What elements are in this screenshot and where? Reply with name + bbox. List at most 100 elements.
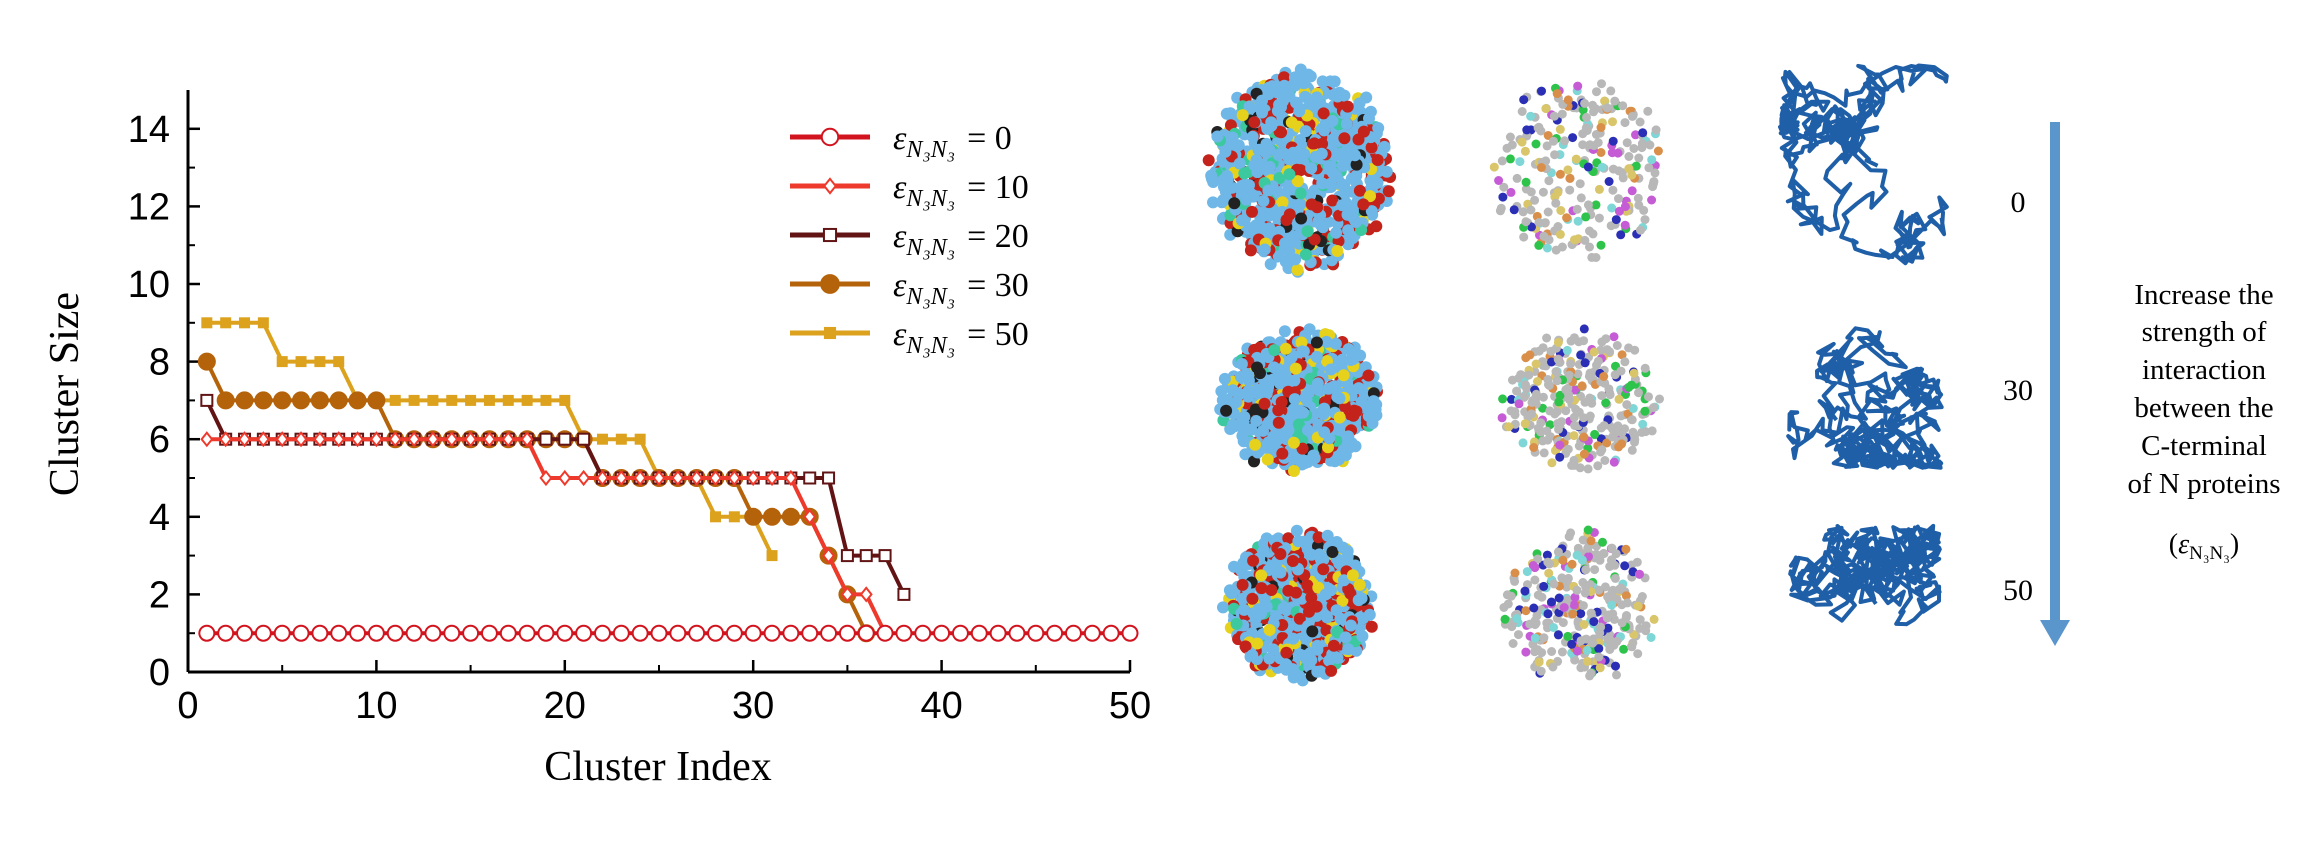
atom <box>1585 242 1594 252</box>
atom <box>1262 88 1275 101</box>
series-30 <box>197 352 876 643</box>
atom <box>1510 576 1520 586</box>
atom <box>1494 176 1504 185</box>
atom <box>1267 643 1280 656</box>
atom <box>1525 619 1535 629</box>
data-point-10 <box>746 469 760 487</box>
atom <box>1258 537 1271 550</box>
atom <box>1635 615 1645 625</box>
atom <box>1573 216 1583 226</box>
data-point-50 <box>257 317 269 329</box>
atom <box>1338 132 1351 145</box>
atom <box>1524 370 1534 380</box>
legend-label-50: εN₃N₃ = 50 <box>893 316 1029 359</box>
y-tick-label-2: 2 <box>149 574 170 616</box>
atom <box>1611 215 1621 225</box>
atom <box>1320 335 1333 348</box>
atom <box>1220 404 1233 417</box>
atom <box>1299 125 1312 138</box>
atom <box>1611 661 1620 671</box>
x-tick-label-50: 50 <box>1109 685 1151 727</box>
caption-line-7: (εN₃N₃) <box>2169 529 2239 564</box>
atom <box>1620 118 1630 128</box>
atom <box>1288 393 1301 406</box>
atom <box>1294 134 1307 146</box>
atom <box>1489 162 1499 172</box>
atom <box>1607 203 1617 213</box>
atom <box>1328 131 1341 144</box>
data-point-0 <box>443 624 461 642</box>
atom <box>1620 357 1630 367</box>
atom <box>1268 344 1281 357</box>
atom <box>1236 109 1249 122</box>
atom <box>1347 353 1360 366</box>
data-point-50 <box>710 511 722 523</box>
atom <box>1629 144 1639 153</box>
atom <box>1566 359 1576 369</box>
atom <box>1365 205 1378 218</box>
atom <box>1583 525 1593 535</box>
atom <box>1594 184 1604 194</box>
atom <box>1516 370 1526 380</box>
atom <box>1542 243 1552 253</box>
atom <box>1538 187 1548 197</box>
caption-line-3: interaction <box>2142 354 2267 386</box>
arrow-head <box>2040 620 2070 646</box>
atom <box>1550 150 1560 160</box>
atom <box>1517 107 1527 116</box>
y-tick-label-0: 0 <box>149 652 170 694</box>
atom <box>1316 75 1329 88</box>
atom <box>1521 184 1531 194</box>
atom <box>1583 464 1593 474</box>
data-point-50 <box>333 356 345 368</box>
atom <box>1589 141 1599 151</box>
atom <box>1364 105 1377 118</box>
atom <box>1593 461 1603 471</box>
data-point-10 <box>765 469 779 487</box>
atom <box>1543 131 1553 140</box>
atom <box>1647 426 1657 436</box>
data-point-0 <box>556 624 574 642</box>
data-point-10 <box>313 431 327 448</box>
atom <box>1330 604 1343 617</box>
atom <box>1514 399 1524 409</box>
atom <box>1598 537 1607 547</box>
data-point-0 <box>217 624 235 642</box>
atom <box>1291 175 1304 188</box>
y-axis-label: Cluster Size <box>42 292 88 496</box>
data-point-10 <box>219 431 233 448</box>
atom <box>1380 165 1393 178</box>
atom <box>1594 213 1604 223</box>
atom <box>1263 222 1276 235</box>
data-point-0 <box>593 624 611 642</box>
atom <box>1612 594 1622 604</box>
atom <box>1305 162 1318 175</box>
legend-value-50: = 50 <box>967 316 1029 353</box>
atom <box>1233 157 1246 170</box>
atom <box>1653 146 1663 156</box>
atom <box>1202 154 1215 167</box>
atom <box>1342 441 1355 454</box>
data-point-20 <box>840 549 854 563</box>
data-point-0 <box>857 624 875 642</box>
atom <box>1520 419 1530 429</box>
atom <box>1521 177 1531 187</box>
atom <box>1300 393 1313 406</box>
data-point-50 <box>634 433 646 445</box>
y-tick-label-12: 12 <box>128 186 170 228</box>
atom <box>1246 130 1259 143</box>
legend-subscript: N₃N₃ <box>905 284 955 310</box>
atom <box>1272 404 1285 417</box>
atom <box>1289 253 1302 266</box>
data-point-50 <box>239 317 251 329</box>
atom <box>1308 233 1321 246</box>
atom <box>1611 549 1621 559</box>
legend-entry-10: εN₃N₃ = 10 <box>790 169 1029 212</box>
atom <box>1275 101 1287 114</box>
data-point-0 <box>801 624 819 642</box>
atom <box>1557 647 1567 657</box>
atom <box>1519 232 1529 242</box>
atom <box>1622 138 1632 148</box>
atom <box>1344 619 1357 632</box>
atom <box>1521 217 1531 227</box>
